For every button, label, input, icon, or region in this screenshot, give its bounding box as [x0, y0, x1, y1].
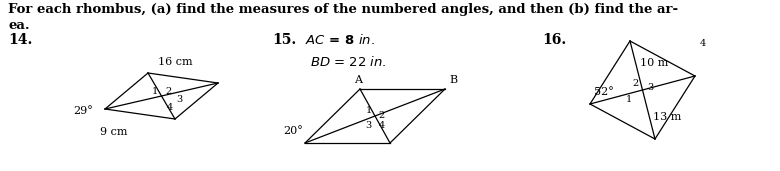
Text: 13 m: 13 m — [653, 111, 681, 122]
Text: 9 cm: 9 cm — [100, 127, 127, 137]
Text: 20°: 20° — [283, 126, 303, 136]
Text: $\mathit{BD}$ = 22 $\mathit{in.}$: $\mathit{BD}$ = 22 $\mathit{in.}$ — [310, 55, 387, 69]
Text: 2: 2 — [633, 78, 639, 88]
Text: 2: 2 — [378, 111, 384, 121]
Text: For each rhombus, (a) find the measures of the numbered angles, and then (b) fin: For each rhombus, (a) find the measures … — [8, 3, 678, 16]
Text: A: A — [354, 75, 362, 85]
Text: 29°: 29° — [73, 106, 93, 116]
Text: 3: 3 — [647, 82, 654, 91]
Text: 15.: 15. — [272, 33, 296, 47]
Text: 16.: 16. — [542, 33, 566, 47]
Text: 1: 1 — [626, 95, 632, 104]
Text: 4: 4 — [700, 39, 706, 48]
Text: 1: 1 — [366, 106, 372, 115]
Text: B: B — [449, 75, 457, 85]
Text: ea.: ea. — [8, 19, 30, 32]
Text: 14.: 14. — [8, 33, 33, 47]
Text: 2: 2 — [165, 87, 172, 95]
Text: 10 m: 10 m — [640, 58, 668, 69]
Text: $\mathit{AC}$ = 8 $\mathit{in.}$: $\mathit{AC}$ = 8 $\mathit{in.}$ — [305, 33, 375, 47]
Text: 4: 4 — [379, 121, 385, 129]
Text: 3: 3 — [365, 121, 371, 129]
Text: 1: 1 — [151, 87, 158, 95]
Text: 3: 3 — [176, 95, 183, 104]
Text: 4: 4 — [166, 103, 172, 113]
Text: 16 cm: 16 cm — [158, 57, 193, 67]
Text: 52°: 52° — [594, 87, 614, 97]
